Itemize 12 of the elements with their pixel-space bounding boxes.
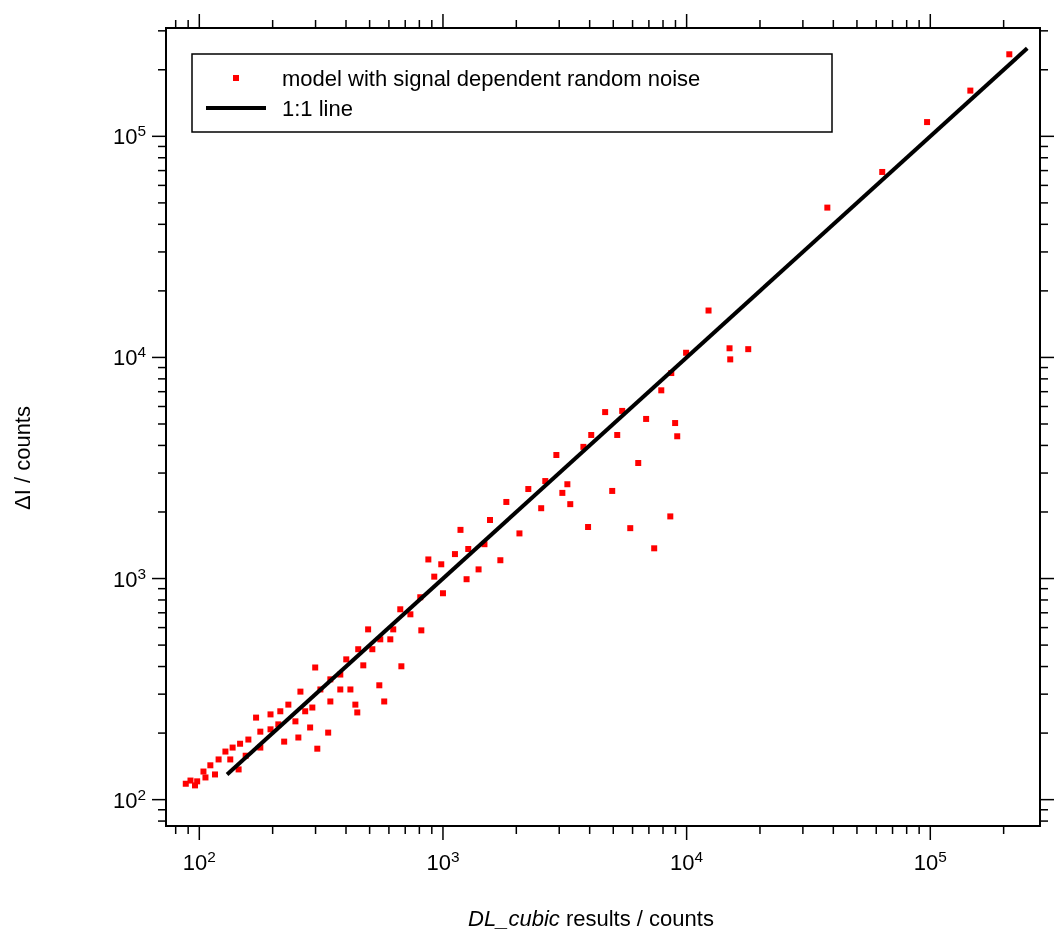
y-tick-label: 10$^{3}$ (112, 564, 146, 592)
y-tick-label: 10$^{4}$ (112, 342, 147, 371)
legend-label: model with signal dependent random noise (282, 66, 701, 91)
y-axis-title: ΔI / counts (10, 406, 35, 510)
x-tick-label: 10$^{4}$ (670, 847, 704, 875)
x-tick-label: 10$^{2}$ (182, 847, 216, 875)
y-tick-label: 10$^{5}$ (112, 121, 146, 150)
y-tick-label: 10$^{2}$ (112, 785, 146, 813)
x-tick-label: 10$^{5}$ (913, 847, 947, 875)
x-axis-title: DL_cubic results / counts (468, 906, 714, 931)
legend-label: 1:1 line (282, 96, 353, 121)
x-tick-label: 10$^{3}$ (426, 847, 460, 875)
